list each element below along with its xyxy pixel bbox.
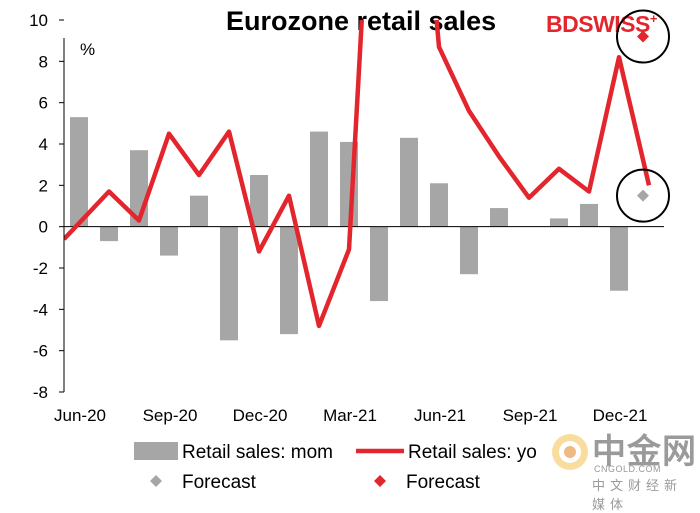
bar-May-21 xyxy=(400,138,418,227)
bar-Feb-21 xyxy=(310,132,328,227)
y-tick-label: -4 xyxy=(33,300,48,319)
legend-swatch-forecast-mom xyxy=(150,475,162,487)
legend-label-forecast-mom: Forecast xyxy=(182,472,257,493)
bar-Nov-20 xyxy=(220,227,238,341)
bar-Oct-20 xyxy=(190,196,208,227)
y-tick-label: 10 xyxy=(29,11,48,30)
forecast-markers xyxy=(617,11,669,222)
x-tick-label: Dec-21 xyxy=(593,406,648,425)
y-tick-label: -8 xyxy=(33,383,48,402)
bar-Sep-20 xyxy=(160,227,178,256)
y-tick-label: 0 xyxy=(39,218,48,237)
x-tick-label: Sep-21 xyxy=(503,406,558,425)
y-tick-label: -2 xyxy=(33,259,48,278)
bar-Jun-21 xyxy=(430,183,448,226)
bar-Jan-21 xyxy=(280,227,298,334)
y-tick-label: -6 xyxy=(33,342,48,361)
y-tick-label: 8 xyxy=(39,52,48,71)
y-tick-label: 2 xyxy=(39,176,48,195)
legend-label-yoy: Retail sales: yo xyxy=(408,442,537,463)
forecast-yoy-marker xyxy=(637,31,649,43)
bar-Jul-21 xyxy=(460,227,478,275)
y-tick-label: 4 xyxy=(39,135,48,154)
legend-label-forecast-yoy: Forecast xyxy=(406,472,481,493)
legend-swatch-forecast-yoy xyxy=(374,475,386,487)
forecast-mom-marker xyxy=(637,190,649,202)
x-tick-label: Jun-20 xyxy=(54,406,106,425)
bar-Nov-21 xyxy=(580,204,598,227)
x-tick-label: Mar-21 xyxy=(323,406,377,425)
bar-Apr-21 xyxy=(370,227,388,301)
legend: Retail sales: mom Retail sales: yo Forecas… xyxy=(134,442,537,493)
legend-label-mom: Retail sales: mom xyxy=(182,442,333,463)
watermark-tagline: 中文财经新媒体 xyxy=(592,475,698,513)
watermark-logo: 中金网 CNGOLD.COM 中文财经新媒体 xyxy=(548,424,698,496)
bar-Dec-21 xyxy=(610,227,628,291)
bar-Aug-21 xyxy=(490,208,508,227)
y-tick-label: 6 xyxy=(39,94,48,113)
y-axis: -8 -6 -4 -2 0 2 4 6 8 10 xyxy=(29,11,64,402)
watermark-swirl-icon xyxy=(548,428,592,476)
x-tick-label: Sep-20 xyxy=(143,406,198,425)
watermark-site: CNGOLD.COM xyxy=(594,464,661,474)
legend-swatch-mom xyxy=(134,442,178,460)
bar-Jul-20 xyxy=(100,227,118,241)
bar-Oct-21 xyxy=(550,218,568,226)
x-tick-label: Jun-21 xyxy=(414,406,466,425)
x-tick-label: Dec-20 xyxy=(233,406,288,425)
bar-Jun-20 xyxy=(70,117,88,227)
x-axis: Jun-20 Sep-20 Dec-20 Mar-21 Jun-21 Sep-21 Dec-… xyxy=(54,406,647,425)
